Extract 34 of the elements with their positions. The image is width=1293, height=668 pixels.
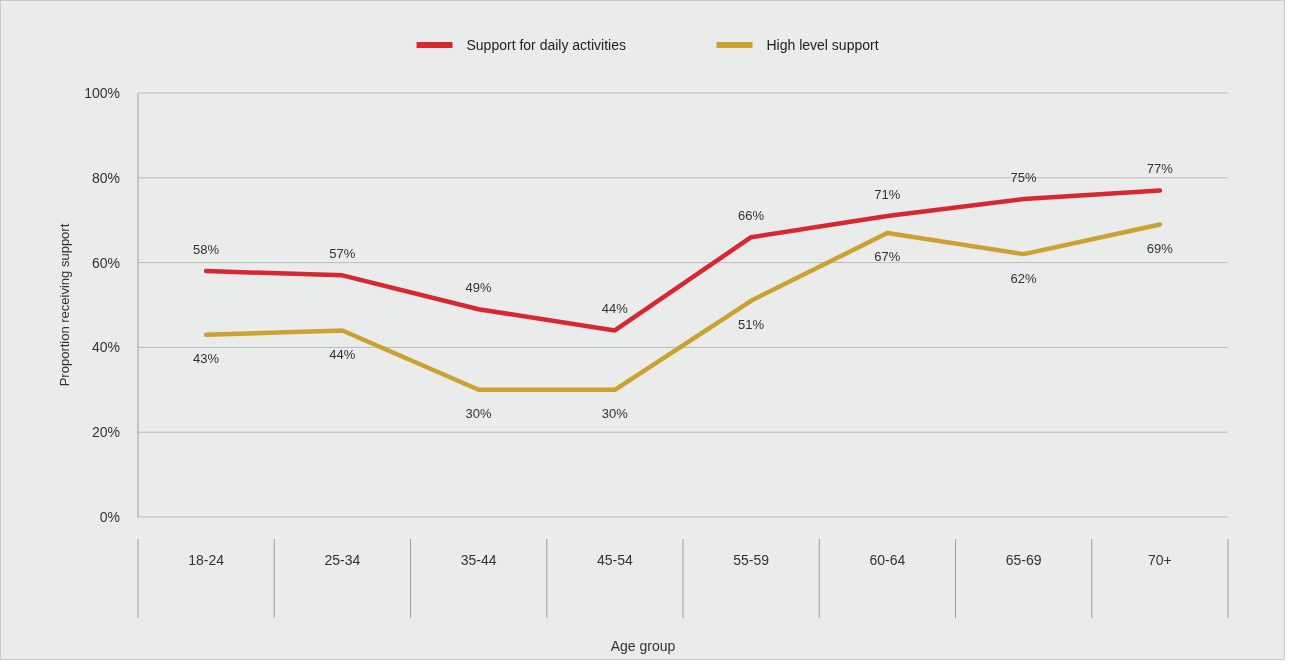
legend-label: Support for daily activities [466, 36, 627, 53]
y-axis-title: Proportion receiving support [56, 223, 72, 387]
data-label: 30% [465, 406, 493, 422]
legend-label: High level support [766, 36, 879, 53]
data-label: 66% [738, 207, 765, 223]
data-label: 44% [329, 346, 356, 362]
x-tick-label: 18-24 [188, 551, 225, 568]
data-label: 69% [1146, 240, 1174, 256]
data-label: 30% [601, 406, 629, 422]
y-tick-label: 0% [99, 508, 120, 525]
data-label: 62% [1010, 270, 1038, 286]
x-tick-label: 25-34 [324, 551, 361, 568]
x-tick-label: 65-69 [1005, 551, 1042, 568]
data-label: 75% [1010, 169, 1038, 185]
x-tick-label: 60-64 [869, 551, 906, 568]
y-tick-label: 20% [91, 424, 120, 441]
data-label: 44% [601, 300, 629, 316]
data-label: 71% [874, 186, 901, 202]
data-label: 67% [874, 249, 901, 265]
data-label: 58% [193, 241, 220, 257]
x-tick-label: 70+ [1148, 551, 1172, 568]
data-label: 51% [738, 317, 765, 333]
data-label: 57% [329, 245, 356, 261]
x-tick-label: 35-44 [460, 551, 497, 568]
x-tick-label: 55-59 [733, 551, 770, 568]
data-label: 49% [465, 279, 493, 295]
y-tick-label: 40% [91, 339, 120, 356]
y-tick-label: 100% [84, 84, 120, 101]
y-tick-label: 60% [91, 254, 120, 271]
x-axis-title: Age group [610, 637, 676, 654]
x-tick-label: 45-54 [596, 551, 633, 568]
data-label: 77% [1146, 161, 1174, 177]
y-tick-label: 80% [91, 169, 120, 186]
data-label: 43% [193, 351, 220, 367]
